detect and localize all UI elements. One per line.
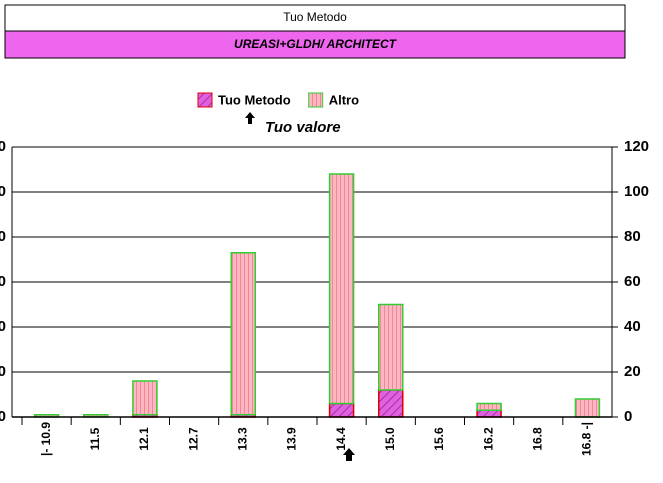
header-title: Tuo Metodo xyxy=(283,10,347,24)
y-tick-label: 60 xyxy=(0,273,6,290)
bar-segment xyxy=(378,303,404,391)
value-arrow-icon xyxy=(245,112,255,124)
y2-tick-label: 40 xyxy=(624,318,641,335)
x-tick-label: 14.4 xyxy=(334,427,348,451)
x-tick-label: 11.5 xyxy=(88,427,102,450)
y-tick-label: 120 xyxy=(0,138,6,155)
x-tick-label: 13.9 xyxy=(285,427,299,451)
header-subtitle-box xyxy=(4,30,626,59)
y2-tick-label: 100 xyxy=(624,183,649,200)
x-tick-label: 13.3 xyxy=(235,427,249,451)
x-tick-label: 12.1 xyxy=(137,427,151,451)
bar-segment xyxy=(476,409,502,418)
x-tick-label: 16.8 xyxy=(530,427,544,451)
y2-tick-label: 80 xyxy=(624,228,641,245)
x-tick-label: 15.0 xyxy=(383,427,397,451)
y-tick-label: 80 xyxy=(0,228,6,245)
header-subtitle: UREASI+GLDH/ ARCHITECT xyxy=(234,37,398,51)
bar-segment xyxy=(378,389,404,418)
annotation: Tuo valore xyxy=(265,119,341,136)
header-title-box xyxy=(4,4,626,32)
x-tick-label: 16.8 -| xyxy=(580,422,594,456)
y2-tick-label: 120 xyxy=(624,138,649,155)
y-tick-label: 20 xyxy=(0,363,6,380)
x-tick-label: 16.2 xyxy=(481,427,495,451)
category-arrow xyxy=(343,448,355,461)
bar-segment xyxy=(574,398,601,418)
bar-segment xyxy=(230,252,256,416)
y2-tick-label: 60 xyxy=(624,273,641,290)
x-tick-label: |- 10.9 xyxy=(39,422,53,456)
y2-tick-label: 0 xyxy=(624,408,632,425)
legend-swatch xyxy=(308,92,324,108)
bar-segment xyxy=(476,402,502,411)
x-tick-label: 15.6 xyxy=(432,427,446,451)
y-tick-label: 40 xyxy=(0,318,6,335)
y2-tick-label: 20 xyxy=(624,363,641,380)
y-tick-label: 0 xyxy=(0,408,6,425)
legend-swatch xyxy=(197,92,213,108)
bar-segment xyxy=(328,402,355,418)
y-tick-label: 100 xyxy=(0,183,6,200)
bar-segment xyxy=(132,380,158,416)
x-tick-label: 12.7 xyxy=(186,427,200,451)
legend-label: Altro xyxy=(329,92,359,107)
bar-segment xyxy=(328,173,355,405)
legend-label: Tuo Metodo xyxy=(218,92,291,107)
